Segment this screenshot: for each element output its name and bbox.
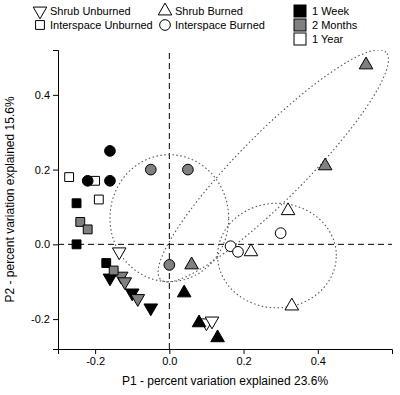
tick-mark: [53, 244, 58, 245]
ellipse: [158, 50, 388, 282]
legend-symbol: [158, 3, 172, 15]
series: [145, 164, 193, 270]
tick-mark: [53, 170, 58, 171]
legend-label: Shrub Burned: [175, 5, 243, 17]
tick-label: 0.2: [236, 355, 251, 367]
legend-symbol: [36, 21, 45, 30]
legend: Shrub Unburned Shrub Burned Interspace Unb…: [33, 3, 358, 45]
legend-label: 1 Year: [312, 33, 344, 45]
legend-swatch: [294, 5, 306, 17]
point: [72, 199, 81, 208]
point: [105, 175, 116, 186]
legend-label: 1 Week: [312, 5, 350, 17]
ellipse: [218, 203, 337, 308]
point: [105, 146, 116, 157]
point: [109, 266, 118, 275]
point: [112, 248, 126, 260]
legend-swatch: [294, 19, 306, 31]
series: [72, 199, 111, 268]
legend-label: Interspace Burned: [175, 19, 265, 31]
point: [285, 298, 299, 310]
point: [205, 317, 219, 329]
point: [83, 225, 92, 234]
x-axis: -0.2 0.0 0.2 0.4: [59, 349, 393, 367]
legend-symbol: [33, 7, 47, 19]
tick-label: -0.2: [31, 313, 50, 325]
series: [82, 146, 115, 187]
point: [211, 330, 225, 342]
series: [225, 228, 286, 257]
point: [144, 304, 158, 316]
legend-item: 2 Months: [294, 19, 358, 31]
series: [76, 218, 118, 275]
legend-item: Shrub Unburned: [33, 5, 131, 19]
reference-line: [169, 50, 170, 349]
tick: 0.4: [311, 349, 326, 367]
legend-label: 2 Months: [312, 19, 358, 31]
tick-label: 0.4: [311, 355, 326, 367]
legend-item: Interspace Burned: [160, 19, 265, 31]
legend-item: Interspace Unburned: [36, 19, 153, 31]
tick-label: 0.2: [35, 164, 50, 176]
legend-label: Shrub Unburned: [50, 5, 131, 17]
tick-mark: [95, 349, 96, 354]
point: [72, 240, 81, 249]
series: [177, 285, 224, 342]
point: [164, 260, 175, 271]
point: [145, 164, 156, 175]
legend-label: Interspace Unburned: [50, 19, 153, 31]
point: [82, 175, 93, 186]
series: [103, 274, 157, 316]
point: [177, 285, 191, 297]
plot-area: [58, 50, 392, 349]
series: [112, 248, 218, 331]
tick-mark: [318, 349, 319, 354]
tick-label: -0.2: [86, 355, 105, 367]
tick-mark: [53, 95, 58, 96]
series: [114, 272, 144, 306]
x-axis-title: P1 - percent variation explained 23.6%: [122, 374, 328, 388]
point: [185, 257, 199, 269]
series: [185, 57, 373, 269]
legend-item: 1 Week: [294, 5, 350, 17]
point: [275, 228, 286, 239]
point: [183, 164, 194, 175]
point: [359, 57, 373, 69]
tick: -0.2: [86, 349, 105, 367]
point: [318, 158, 332, 170]
point: [118, 278, 132, 290]
tick-label: 0.4: [35, 89, 50, 101]
tick: 0.2: [236, 349, 251, 367]
point: [131, 295, 145, 307]
legend-item: 1 Year: [294, 33, 344, 45]
y-axis-title: P2 - percent variation explained 15.6%: [3, 96, 17, 302]
axis-line: [59, 350, 393, 355]
axis-line: [53, 51, 59, 350]
tick-mark: [244, 349, 245, 354]
tick: 0.0: [35, 238, 58, 250]
y-axis: -0.2 0.0 0.2 0.4: [31, 51, 58, 350]
chart: -0.2 0.0 0.2 0.4 -0.2 0.0 0.2 0.4 Shrub Unburned…: [0, 0, 400, 395]
tick-mark: [53, 319, 58, 320]
tick-label: 0.0: [162, 355, 177, 367]
tick: 0.0: [162, 349, 177, 367]
point: [103, 274, 117, 286]
legend-swatch: [294, 33, 306, 45]
point: [94, 195, 103, 204]
series: [244, 203, 298, 310]
tick: 0.2: [35, 164, 58, 176]
tick-label: 0.0: [35, 238, 50, 250]
tick: -0.2: [31, 313, 58, 325]
point: [65, 173, 74, 182]
tick: 0.4: [35, 89, 58, 101]
point: [233, 246, 244, 257]
point: [192, 315, 206, 327]
legend-item: Shrub Burned: [158, 3, 243, 17]
legend-symbol: [160, 20, 171, 31]
point: [244, 244, 258, 256]
point: [281, 203, 295, 215]
series: [65, 173, 104, 204]
tick-mark: [169, 349, 170, 354]
